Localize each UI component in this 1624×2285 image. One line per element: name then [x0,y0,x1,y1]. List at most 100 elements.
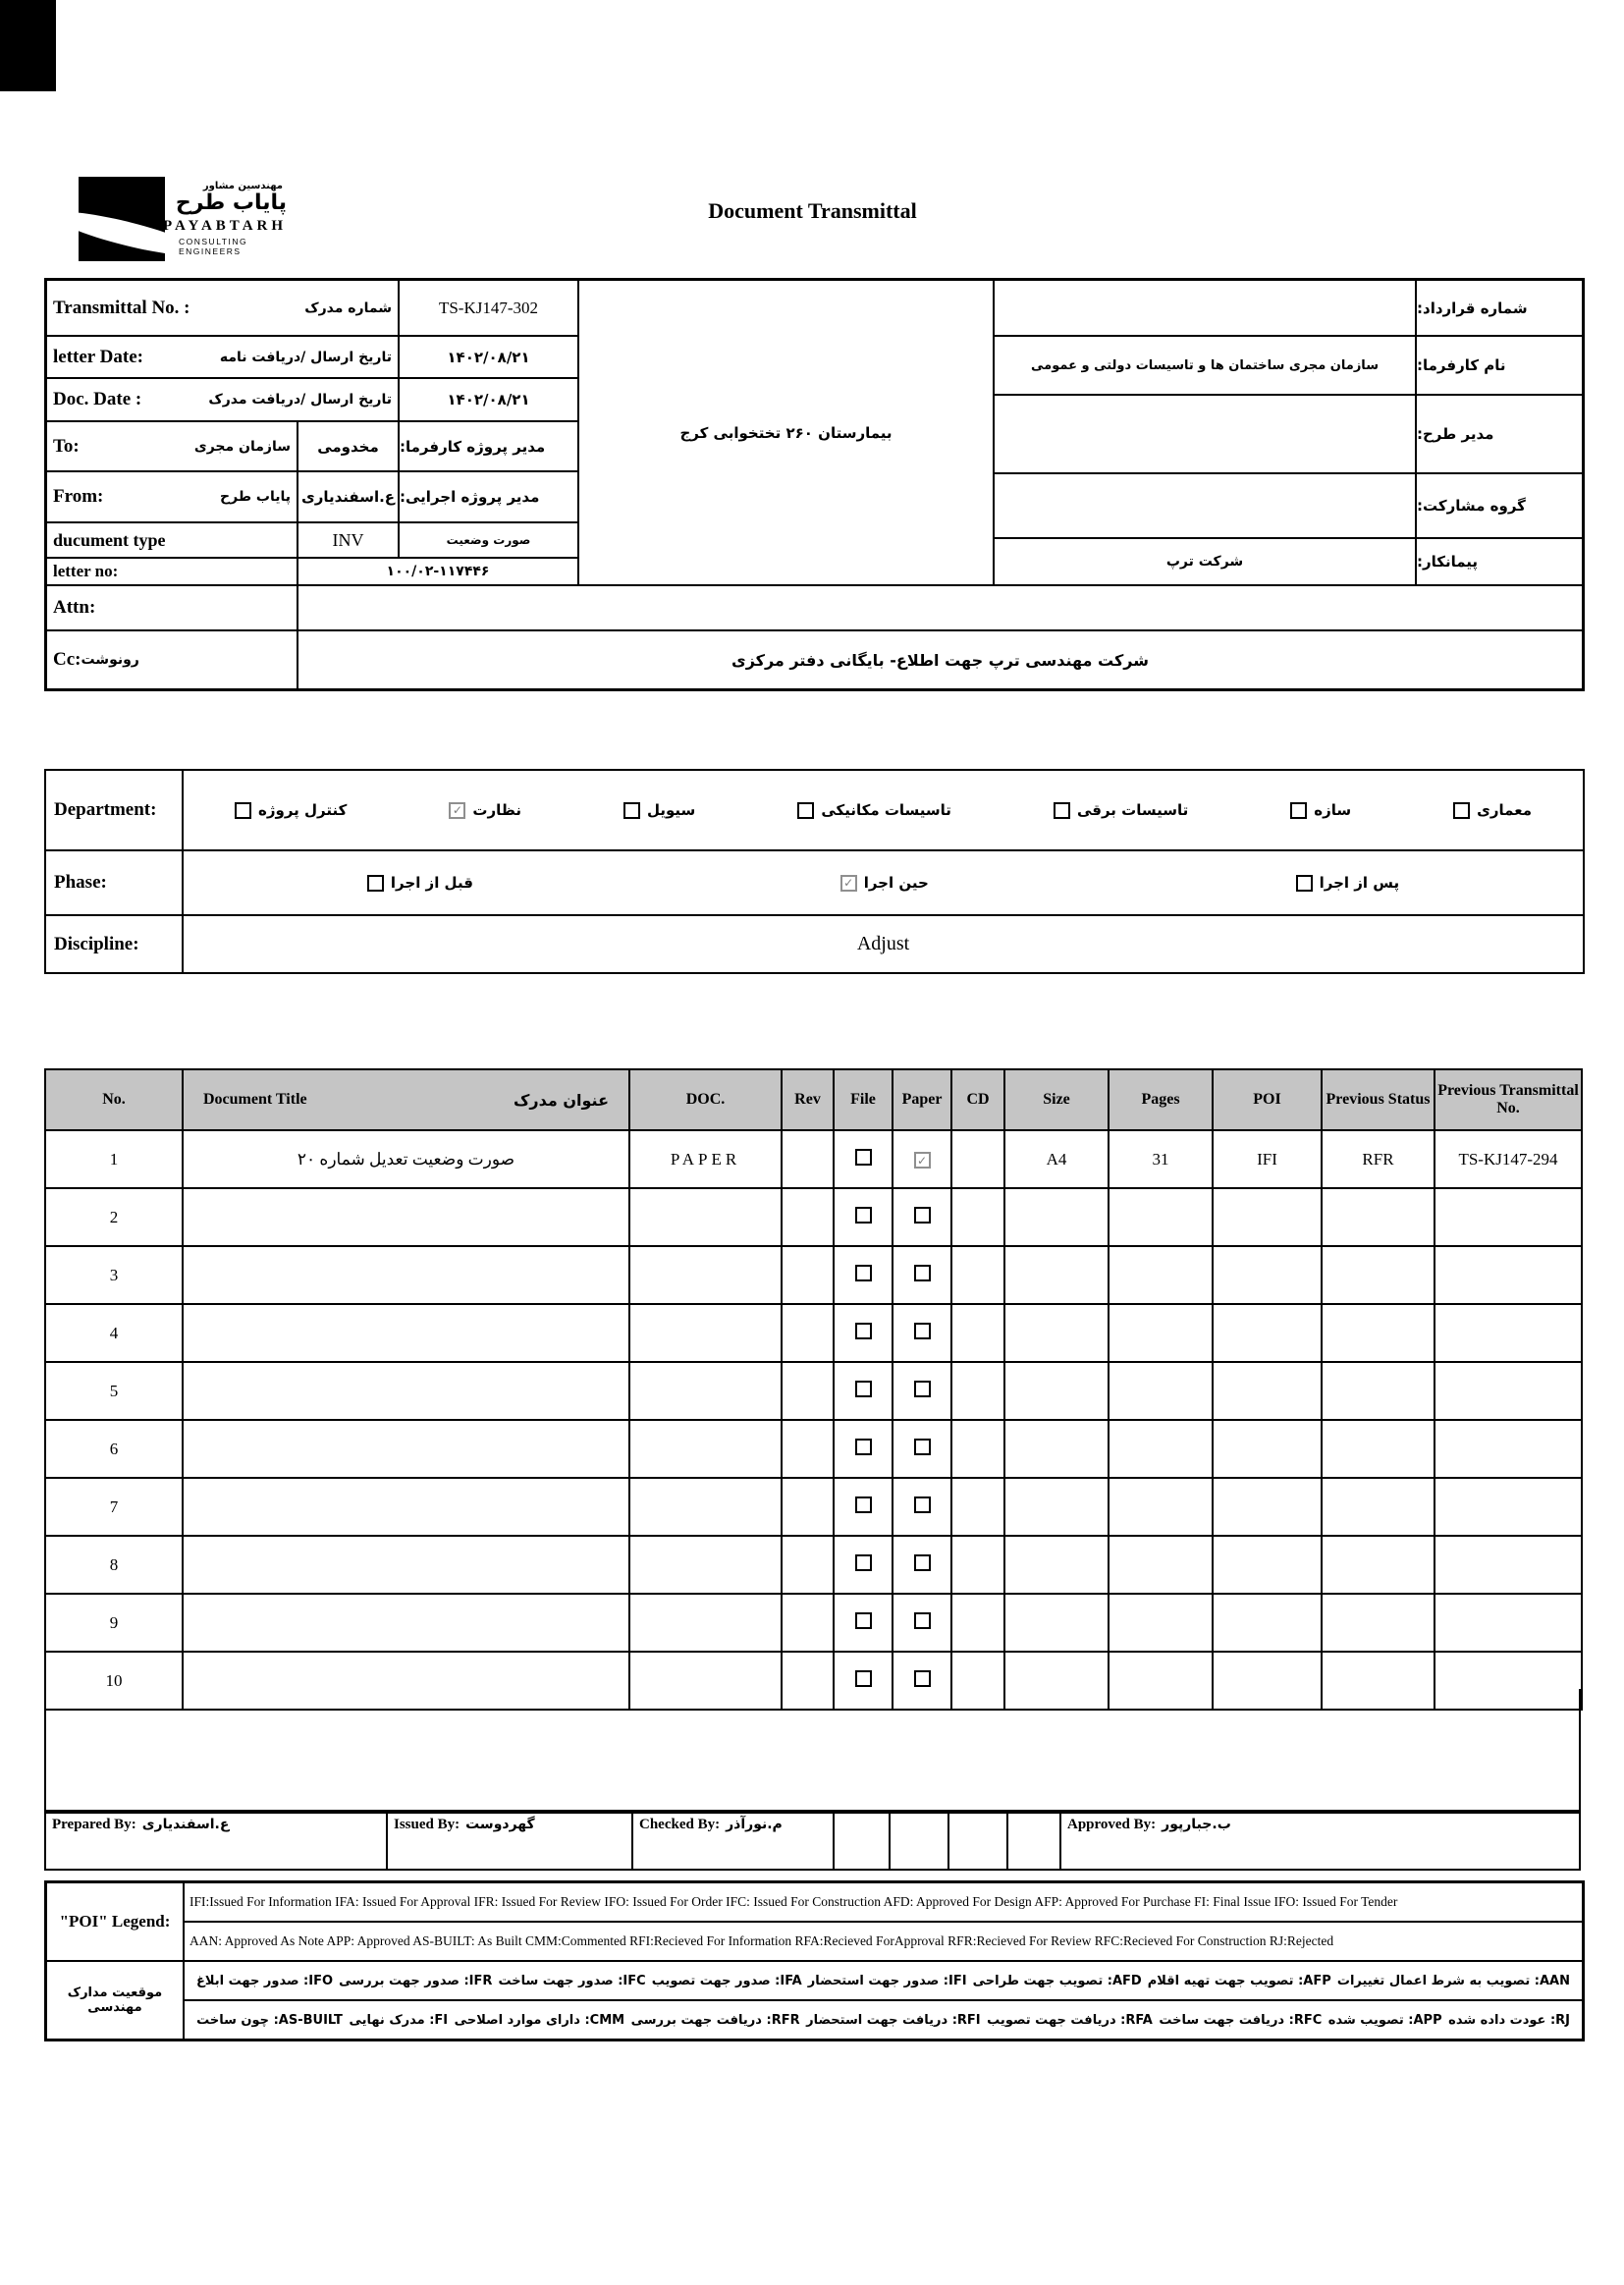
cell-doc [628,1535,783,1595]
cell-title [182,1651,630,1711]
cell-pages [1108,1477,1214,1537]
cell-title: صورت وضعیت تعدیل شماره ۲۰ [182,1129,630,1189]
design-manager-label: مدیر طرح: [1416,395,1583,473]
checkbox-unchecked[interactable] [623,801,640,819]
cell-no: 7 [44,1477,184,1537]
cell-doc [628,1651,783,1711]
cell-title [182,1593,630,1653]
cell-prev-status [1321,1651,1435,1711]
cell-prev-status [1321,1187,1435,1247]
legend-item: RJ: عودت داده شده [1448,2012,1570,2028]
scan-corner-mark [0,0,56,91]
transmittal-no-label-fa: شماره مدرک [304,299,392,316]
from-label: From: [53,486,104,507]
cell-cd [950,1303,1005,1363]
cell-doc [628,1419,783,1479]
checkbox-unchecked[interactable] [913,1264,931,1281]
contractor-value: شرکت ترپ [994,538,1416,585]
cell-no: 4 [44,1303,184,1363]
checkbox-unchecked[interactable] [854,1148,872,1166]
checkbox-item-label: حین اجرا [863,874,929,893]
cell-size [1003,1477,1110,1537]
checkbox-item: قبل از اجرا [366,874,473,893]
contract-no-value [994,280,1416,336]
checkbox-unchecked[interactable] [913,1553,931,1571]
attn-label-en: Attn: [53,597,96,618]
checkbox-unchecked[interactable] [913,1380,931,1397]
document-type-code: INV [298,522,399,558]
cell-no: 1 [44,1129,184,1189]
document-row: 7 [44,1477,1583,1537]
checkbox-item-label: قبل از اجرا [390,874,473,893]
cell-rev [781,1419,835,1479]
poi-legend: "POI" Legend: IFI:Issued For Information… [44,1880,1585,2041]
documents-table: No. Document Title عنوان مدرک DOC. Rev F… [44,1068,1583,1711]
checkbox-unchecked[interactable] [913,1206,931,1224]
cell-paper [892,1303,952,1363]
cell-pages [1108,1303,1214,1363]
cell-rev [781,1129,835,1189]
cell-prev-transmittal [1434,1419,1583,1479]
legend-item: APP: تصویب شده [1327,2012,1442,2028]
cell-file [833,1419,893,1479]
checkbox-unchecked[interactable] [913,1322,931,1339]
cell-size [1003,1535,1110,1595]
client-pm-label: مدیر پروژه کارفرما: [399,421,578,471]
legend-item: FI: مدرک نهایی [349,2012,449,2028]
cell-rev [781,1303,835,1363]
document-row: 5 [44,1361,1583,1421]
cell-file [833,1651,893,1711]
checkbox-unchecked[interactable] [854,1669,872,1687]
checkbox-unchecked[interactable] [854,1438,872,1455]
doc-date-value: ۱۴۰۲/۰۸/۲۱ [399,378,578,421]
checkbox-unchecked[interactable] [854,1322,872,1339]
cc-label-fa: رونوشت [81,652,139,668]
checkbox-unchecked[interactable] [1295,874,1313,892]
checkbox-unchecked[interactable] [1053,801,1070,819]
cell-cd [950,1129,1005,1189]
checkbox-item: کنترل پروژه [235,801,347,819]
poi-legend-fa-line2: RJ: عودت داده شده APP: تصویب شده RFC: دریا… [184,2000,1583,2040]
cell-poi [1212,1303,1323,1363]
checkbox-unchecked[interactable] [913,1611,931,1629]
checkbox-unchecked[interactable] [797,801,815,819]
checked-by-cell: Checked By: م.نورآذر [633,1814,835,1869]
classification-table: Department: معماری سازه تاسیسات برقی تاسیسا… [44,769,1585,974]
checkbox-unchecked[interactable] [854,1206,872,1224]
cell-rev [781,1477,835,1537]
checkbox-item-label: معماری [1477,801,1532,820]
cell-cd [950,1477,1005,1537]
checkbox-item-label: سیویل [646,801,696,820]
header-previous-status: Previous Status [1321,1068,1435,1131]
checkbox-checked[interactable]: ✓ [449,801,466,819]
legend-item: IFA: صدور جهت تصویب [651,1973,802,1988]
phase-checkboxes: پس از اجرا ✓ حین اجرا قبل از اجرا [184,851,1583,914]
checkbox-unchecked[interactable] [235,801,252,819]
checkbox-unchecked[interactable] [1453,801,1471,819]
checkbox-unchecked[interactable] [854,1553,872,1571]
checkbox-unchecked[interactable] [913,1669,931,1687]
checkbox-unchecked[interactable] [366,874,384,892]
checkbox-checked[interactable]: ✓ [839,874,857,892]
cell-title [182,1245,630,1305]
checkbox-unchecked[interactable] [854,1496,872,1513]
checkbox-unchecked[interactable] [913,1438,931,1455]
checkbox-unchecked[interactable] [854,1611,872,1629]
cell-rev [781,1593,835,1653]
checkbox-unchecked[interactable] [854,1264,872,1281]
cell-paper: ✓ [892,1129,952,1189]
checkbox-unchecked[interactable] [913,1496,931,1513]
cell-file [833,1535,893,1595]
checkbox-item: سازه [1290,801,1351,819]
issued-by-label: Issued By: [394,1817,460,1832]
notes-empty-area [44,1689,1581,1812]
document-row: 6 [44,1419,1583,1479]
cell-no: 5 [44,1361,184,1421]
checkbox-checked[interactable]: ✓ [913,1152,931,1169]
to-person: مخدومی [298,421,399,471]
header-paper: Paper [892,1068,952,1131]
cell-prev-transmittal [1434,1361,1583,1421]
checkbox-unchecked[interactable] [1290,801,1308,819]
checkbox-unchecked[interactable] [854,1380,872,1397]
signature-spacer-cell [949,1814,1008,1869]
